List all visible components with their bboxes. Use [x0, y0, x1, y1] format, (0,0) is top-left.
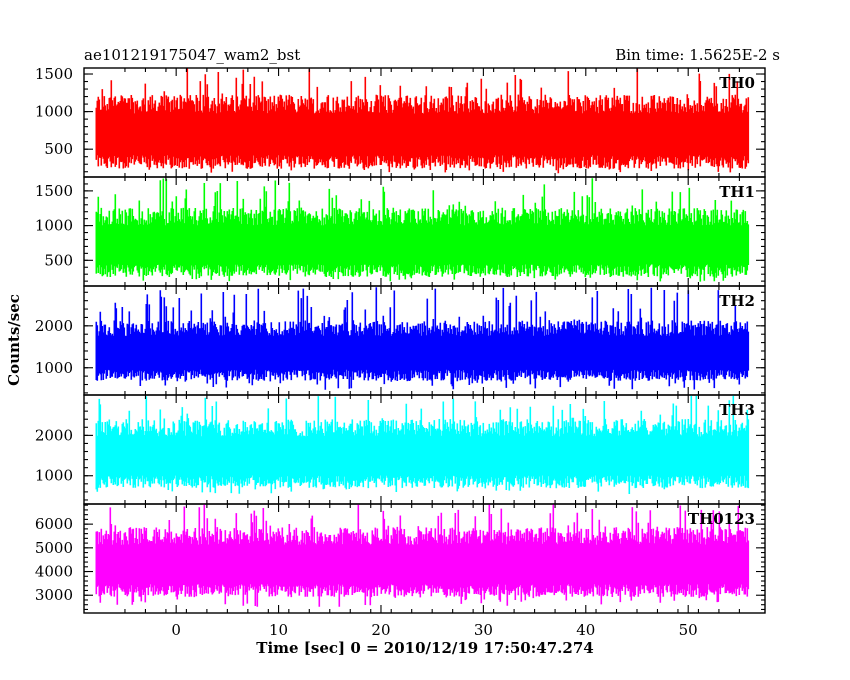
panel-th1: 500 1000 1500 TH1: [35, 176, 766, 287]
x-axis: 0 10 20 30 40 50: [171, 621, 697, 639]
series-th3: [95, 395, 750, 494]
x-tick-label: 10: [269, 621, 288, 639]
panel-frame: [83, 503, 766, 614]
panel-th2: 1000 2000 TH2: [35, 285, 766, 396]
series-th0123: [95, 504, 750, 607]
panel-label-th0: TH0: [719, 74, 755, 92]
y-tick-label: 1000: [35, 217, 73, 235]
series-th2: [95, 287, 750, 390]
panel-label-th1: TH1: [719, 183, 755, 201]
panel-label-th0123: TH0123: [688, 510, 755, 528]
series-th1: [95, 178, 750, 282]
y-tick-label: 4000: [35, 563, 73, 581]
x-tick-label: 0: [171, 621, 181, 639]
panel-th0123: 3000 4000 5000 6000 TH0123: [35, 503, 766, 614]
x-tick-label: 50: [679, 621, 698, 639]
bin-time-title: Bin time: 1.5625E-2 s: [615, 46, 780, 64]
x-tick-label: 20: [371, 621, 390, 639]
panel-th3: 1000 2000 TH3: [35, 394, 766, 505]
y-tick-label: 500: [44, 251, 73, 269]
y-tick-label: 5000: [35, 539, 73, 557]
y-tick-label: 1500: [35, 182, 73, 200]
y-tick-label: 6000: [35, 515, 73, 533]
y-tick-label: 500: [44, 140, 73, 158]
y-tick-label: 3000: [35, 586, 73, 604]
panel-label-th2: TH2: [719, 292, 755, 310]
y-tick-label: 2000: [35, 426, 73, 444]
y-tick-label: 2000: [35, 317, 73, 335]
y-tick-label: 1500: [35, 65, 73, 83]
panel-label-th3: TH3: [719, 401, 755, 419]
x-tick-label: 40: [576, 621, 595, 639]
panel-th0: 500 1000 1500 TH0: [35, 65, 766, 178]
x-axis-label: Time [sec] 0 = 2010/12/19 17:50:47.274: [256, 639, 593, 657]
y-tick-label: 1000: [35, 103, 73, 121]
y-tick-label: 1000: [35, 467, 73, 485]
series-th0: [95, 68, 750, 174]
y-tick-label: 1000: [35, 359, 73, 377]
observation-id-title: ae101219175047_wam2_bst: [84, 46, 300, 64]
y-axis-label: Counts/sec: [5, 294, 23, 386]
x-tick-label: 30: [474, 621, 493, 639]
